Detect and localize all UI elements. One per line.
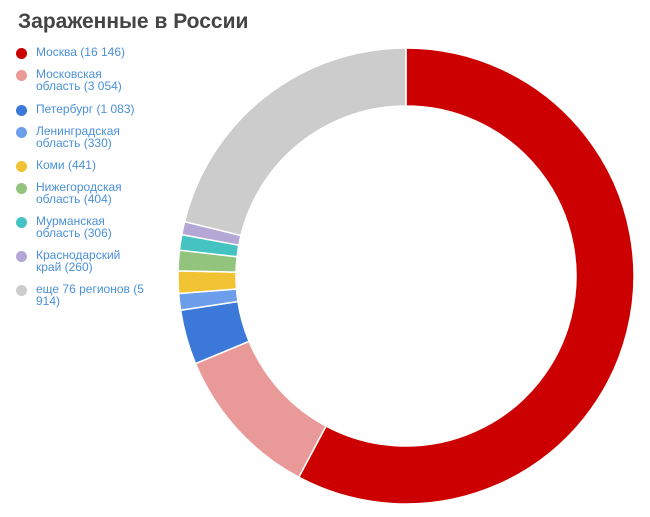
legend-label: Московская область (3 054): [36, 67, 122, 93]
donut-slice-2: [194, 340, 328, 479]
legend-label: Ленинградская область (330): [36, 124, 120, 150]
legend-item: Петербург (1 083): [16, 103, 146, 116]
legend-swatch: [16, 183, 27, 194]
donut-slice-1: [297, 47, 635, 505]
legend-item: Москва (16 146): [16, 46, 146, 59]
donut-slice-5: [177, 270, 238, 295]
chart-title: Зараженные в России: [18, 10, 249, 33]
legend-label: Коми (441): [36, 158, 96, 172]
legend-swatch: [16, 285, 27, 296]
legend-item: Краснодарский край (260): [16, 249, 146, 273]
legend-swatch: [16, 217, 27, 228]
legend-item: Ленинградская область (330): [16, 125, 146, 149]
legend-label: еще 76 регионов (5 914): [36, 282, 144, 308]
legend-swatch: [16, 48, 27, 59]
legend-label: Петербург (1 083): [36, 102, 135, 116]
legend-swatch: [16, 251, 27, 262]
legend-swatch: [16, 161, 27, 172]
legend-swatch: [16, 105, 27, 116]
legend-swatch: [16, 127, 27, 138]
legend-label: Москва (16 146): [36, 45, 125, 59]
legend-item: Коми (441): [16, 159, 146, 172]
legend-item: еще 76 регионов (5 914): [16, 283, 146, 307]
legend-item: Московская область (3 054): [16, 68, 146, 92]
legend-item: Нижегородская область (404): [16, 181, 146, 205]
legend-label: Краснодарский край (260): [36, 248, 121, 274]
legend-label: Нижегородская область (404): [36, 180, 122, 206]
legend-label: Мурманская область (306): [36, 214, 112, 240]
legend-swatch: [16, 70, 27, 81]
legend-item: Мурманская область (306): [16, 215, 146, 239]
donut-slice-9: [183, 47, 407, 237]
